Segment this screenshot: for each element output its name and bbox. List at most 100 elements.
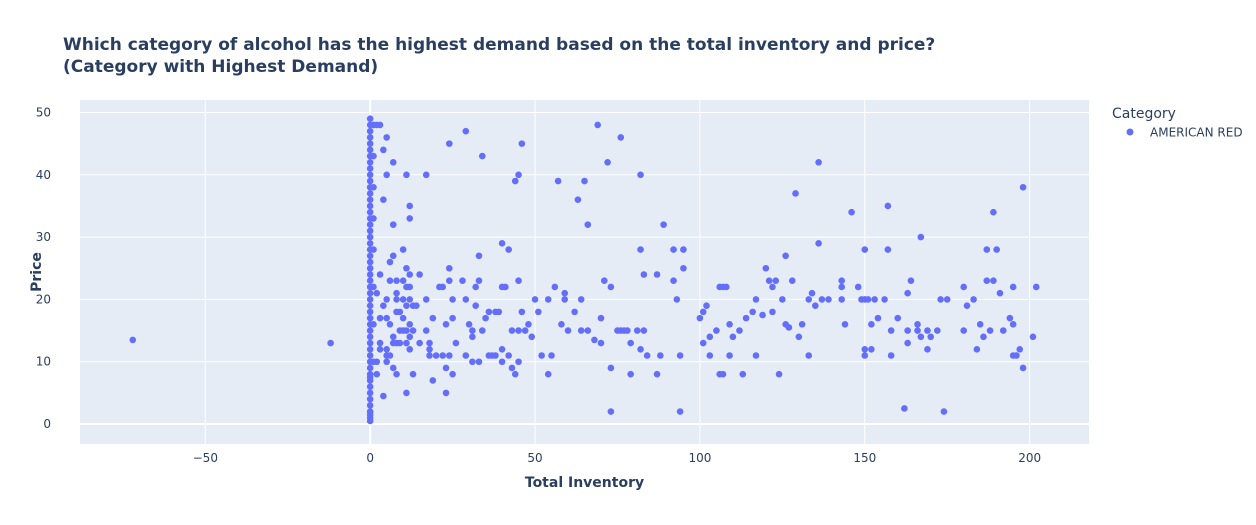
data-point[interactable]	[389, 159, 397, 166]
data-point[interactable]	[406, 333, 414, 341]
data-point[interactable]	[495, 308, 503, 316]
data-point[interactable]	[426, 352, 433, 359]
data-point[interactable]	[366, 258, 374, 266]
data-point[interactable]	[1006, 314, 1014, 322]
data-point[interactable]	[528, 333, 536, 341]
data-point[interactable]	[505, 246, 512, 253]
data-point[interactable]	[904, 289, 911, 297]
data-point[interactable]	[1009, 321, 1017, 328]
data-point[interactable]	[1009, 283, 1017, 291]
data-point[interactable]	[825, 296, 832, 303]
data-point[interactable]	[670, 246, 677, 253]
data-point[interactable]	[383, 171, 390, 179]
data-point[interactable]	[640, 271, 648, 278]
data-point[interactable]	[515, 358, 522, 366]
data-point[interactable]	[366, 308, 374, 316]
data-point[interactable]	[531, 296, 539, 303]
data-point[interactable]	[366, 296, 374, 303]
data-point[interactable]	[581, 177, 588, 185]
data-point[interactable]	[538, 352, 545, 359]
data-point[interactable]	[446, 352, 453, 359]
data-point[interactable]	[366, 190, 374, 197]
plot-area[interactable]	[80, 100, 1089, 444]
data-point[interactable]	[574, 196, 582, 204]
data-point[interactable]	[409, 370, 417, 378]
data-point[interactable]	[617, 134, 625, 141]
data-point[interactable]	[383, 296, 390, 303]
data-point[interactable]	[370, 152, 377, 160]
data-point[interactable]	[498, 240, 506, 247]
data-point[interactable]	[462, 352, 470, 359]
data-point[interactable]	[779, 296, 786, 303]
data-point[interactable]	[380, 302, 387, 309]
data-point[interactable]	[452, 339, 460, 347]
data-point[interactable]	[861, 352, 869, 359]
data-point[interactable]	[380, 392, 387, 400]
data-point[interactable]	[366, 327, 374, 334]
data-point[interactable]	[894, 314, 902, 322]
data-point[interactable]	[726, 352, 733, 359]
data-point[interactable]	[403, 264, 410, 272]
data-point[interactable]	[366, 208, 374, 216]
data-point[interactable]	[554, 177, 562, 185]
data-point[interactable]	[983, 277, 991, 285]
data-point[interactable]	[475, 277, 483, 285]
data-point[interactable]	[607, 408, 615, 415]
data-point[interactable]	[999, 327, 1007, 334]
data-point[interactable]	[976, 321, 984, 328]
data-point[interactable]	[521, 327, 529, 334]
data-point[interactable]	[792, 190, 799, 197]
data-point[interactable]	[439, 352, 447, 359]
data-point[interactable]	[673, 296, 681, 303]
data-point[interactable]	[680, 264, 687, 272]
data-point[interactable]	[706, 333, 714, 341]
data-point[interactable]	[970, 296, 977, 303]
data-point[interactable]	[943, 296, 951, 303]
data-point[interactable]	[478, 327, 486, 334]
data-point[interactable]	[864, 296, 872, 303]
data-point[interactable]	[406, 321, 414, 328]
data-point[interactable]	[366, 364, 374, 372]
data-point[interactable]	[446, 140, 453, 147]
data-point[interactable]	[749, 308, 756, 316]
data-point[interactable]	[591, 336, 598, 344]
data-point[interactable]	[914, 321, 921, 328]
data-point[interactable]	[937, 296, 944, 303]
data-point[interactable]	[769, 308, 776, 316]
data-point[interactable]	[442, 321, 450, 328]
data-point[interactable]	[808, 289, 816, 297]
data-point[interactable]	[475, 252, 483, 260]
data-point[interactable]	[511, 370, 519, 378]
data-point[interactable]	[924, 345, 931, 353]
data-point[interactable]	[577, 296, 585, 303]
data-point[interactable]	[775, 370, 783, 378]
data-point[interactable]	[884, 202, 892, 210]
data-point[interactable]	[924, 327, 931, 334]
data-point[interactable]	[1016, 345, 1024, 353]
data-point[interactable]	[416, 271, 423, 278]
data-point[interactable]	[607, 364, 615, 372]
data-point[interactable]	[366, 271, 374, 278]
data-point[interactable]	[980, 333, 987, 341]
data-point[interactable]	[376, 271, 384, 278]
data-point[interactable]	[719, 370, 727, 378]
data-point[interactable]	[370, 215, 377, 222]
data-point[interactable]	[406, 283, 414, 291]
data-point[interactable]	[426, 345, 433, 353]
data-point[interactable]	[544, 296, 552, 303]
data-point[interactable]	[904, 327, 911, 334]
data-point[interactable]	[366, 333, 374, 341]
data-point[interactable]	[782, 252, 789, 260]
data-point[interactable]	[393, 277, 400, 285]
data-point[interactable]	[380, 196, 387, 204]
data-point[interactable]	[584, 327, 592, 334]
data-point[interactable]	[561, 296, 569, 303]
data-point[interactable]	[370, 283, 377, 291]
data-point[interactable]	[917, 333, 925, 341]
data-point[interactable]	[653, 271, 661, 278]
data-point[interactable]	[990, 208, 997, 216]
data-point[interactable]	[478, 152, 486, 160]
data-point[interactable]	[366, 171, 374, 179]
data-point[interactable]	[370, 321, 377, 328]
data-point[interactable]	[429, 377, 437, 384]
